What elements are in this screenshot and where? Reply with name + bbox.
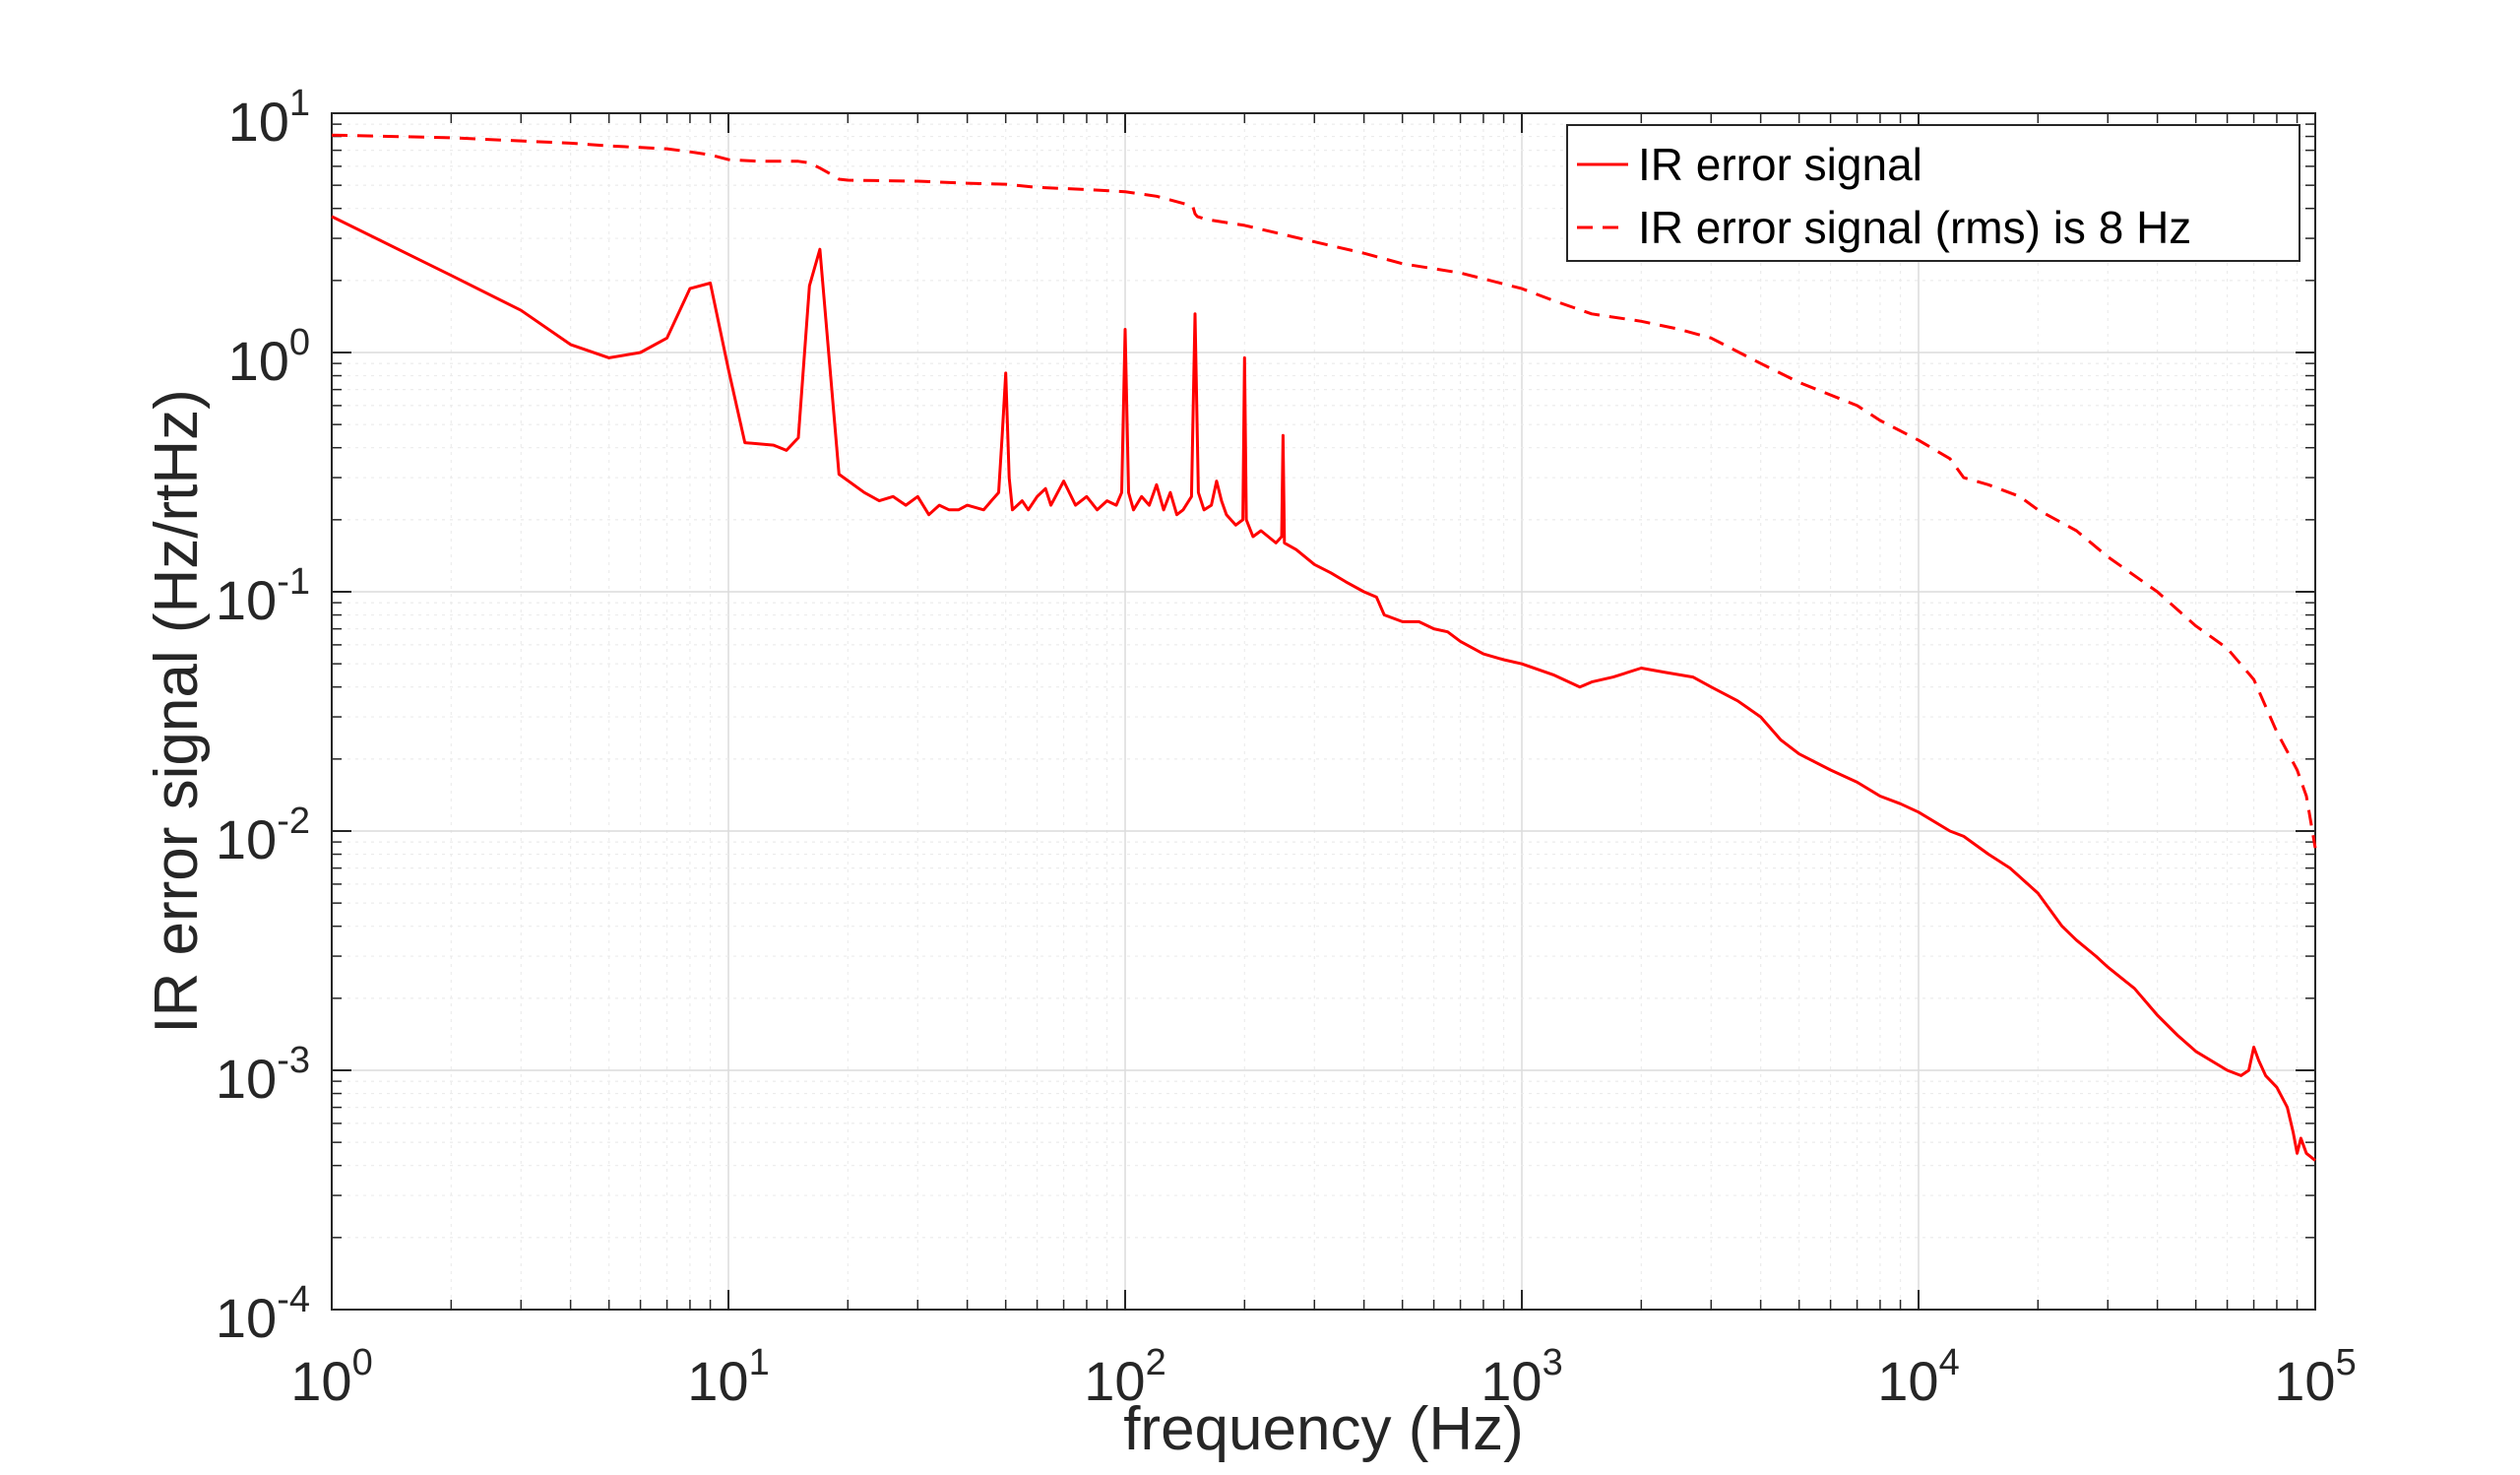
legend-entry-ir-error-signal-rms: IR error signal (rms) is 8 Hz [1638, 202, 2191, 253]
legend-box [1566, 124, 2300, 262]
x-tick-label: 103 [1480, 1342, 1562, 1412]
series-line-ir-error-signal [331, 215, 2316, 1162]
series-line-ir-error-signal-rms [331, 133, 2317, 849]
ticks [331, 112, 2316, 1311]
x-tick-label: 102 [1084, 1342, 1166, 1412]
y-tick-labels: 10-4 10-3 10-2 10-1 100 101 [216, 83, 310, 1349]
x-tick-label: 104 [1877, 1342, 1959, 1412]
legend: IR error signal IR error signal (rms) is… [1566, 124, 2300, 262]
x-tick-label: 105 [2274, 1342, 2356, 1412]
y-tick-label: 10-1 [216, 561, 310, 631]
y-axis-label: IR error signal (Hz/rtHz) [143, 389, 211, 1034]
series-layer [331, 133, 2317, 1162]
y-tick-label: 101 [228, 83, 310, 153]
x-axis-label: frequency (Hz) [1123, 1395, 1524, 1463]
x-tick-label: 101 [687, 1342, 769, 1412]
y-tick-label: 10-2 [216, 801, 310, 870]
y-tick-label: 10-3 [216, 1040, 310, 1110]
y-tick-label: 10-4 [216, 1279, 310, 1349]
grid [331, 113, 2315, 1311]
plot-area [331, 112, 2316, 1311]
y-tick-label: 100 [228, 322, 310, 392]
legend-entry-ir-error-signal: IR error signal [1638, 139, 1922, 190]
x-tick-label: 100 [290, 1342, 372, 1412]
